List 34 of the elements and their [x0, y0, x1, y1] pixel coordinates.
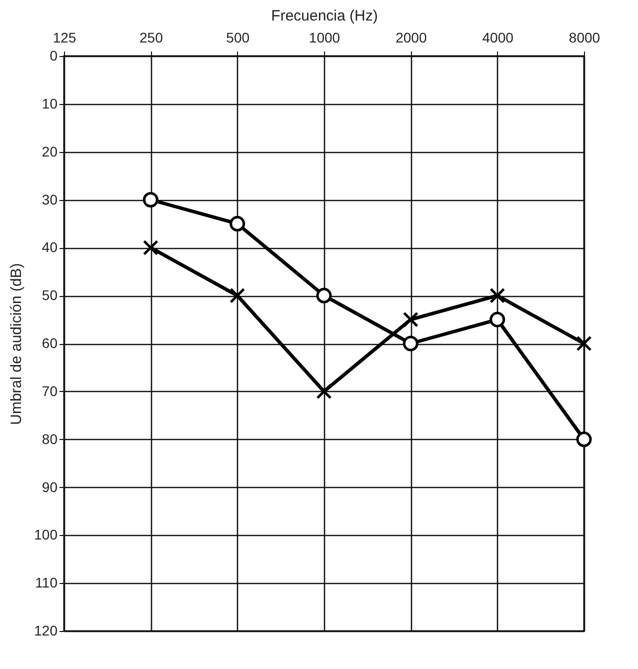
point	[316, 288, 332, 304]
x-tick-label: 1000	[308, 30, 340, 46]
y-tick-label: 90	[42, 478, 58, 495]
y-tick-label: 50	[42, 287, 58, 304]
y-tick-label: 120	[34, 622, 58, 638]
y-tick-label: 10	[42, 95, 58, 112]
y-tick-label: 100	[34, 526, 58, 543]
y-axis-title: Umbral de audición (dB)	[8, 263, 26, 425]
point	[230, 216, 246, 232]
point	[230, 288, 246, 304]
point	[576, 336, 592, 352]
y-tick-label: 40	[42, 239, 58, 256]
point	[402, 312, 418, 328]
x-tick-label: 2000	[396, 30, 427, 46]
point	[402, 336, 418, 352]
y-tick-label: 30	[42, 191, 58, 208]
point	[490, 288, 506, 304]
x-tick-label: 250	[139, 30, 164, 46]
y-tick-label: 70	[42, 382, 58, 399]
y-tick-label: 60	[42, 335, 58, 351]
x-tick-label: 8000	[568, 30, 600, 46]
y-tick-label: 80	[42, 430, 58, 447]
y-tick-label: 20	[42, 143, 58, 160]
point	[316, 384, 332, 400]
y-tick-label: 110	[35, 574, 58, 591]
x-tick-label: 4000	[482, 30, 514, 46]
x-tick-label: 500	[226, 30, 250, 46]
point	[142, 192, 158, 208]
x-axis-title: Frecuencia (Hz)	[271, 8, 378, 24]
y-tick-label: 0	[50, 48, 58, 64]
x-tick-label: 125	[52, 30, 76, 46]
point	[490, 312, 506, 328]
point	[576, 432, 592, 448]
point	[142, 240, 158, 256]
